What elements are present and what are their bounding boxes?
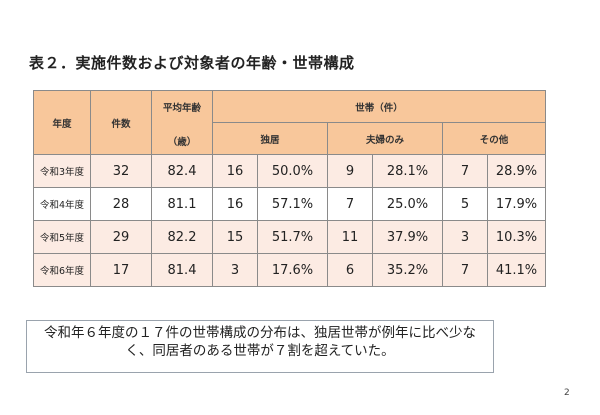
cell-year: 令和4年度 <box>33 187 91 221</box>
cell-other-n: 7 <box>442 253 488 287</box>
cell-alone-n: 15 <box>212 220 258 254</box>
cell-alone-pct: 17.6% <box>257 253 328 287</box>
table-row: 令和4年度 28 81.1 16 57.1% 7 25.0% 5 17.9% <box>33 187 546 221</box>
cell-avg-age: 82.4 <box>151 154 213 188</box>
cell-couple-n: 6 <box>327 253 373 287</box>
cell-couple-n: 9 <box>327 154 373 188</box>
cell-year: 令和6年度 <box>33 253 91 287</box>
table-row: 令和6年度 17 81.4 3 17.6% 6 35.2% 7 41.1% <box>33 253 546 287</box>
cell-count: 17 <box>90 253 152 287</box>
cell-year: 令和5年度 <box>33 220 91 254</box>
header-avg-age: 平均年齢 （歳） <box>151 90 213 155</box>
cell-count: 28 <box>90 187 152 221</box>
cell-other-pct: 10.3% <box>487 220 546 254</box>
cell-alone-pct: 50.0% <box>257 154 328 188</box>
table-row: 令和5年度 29 82.2 15 51.7% 11 37.9% 3 10.3% <box>33 220 546 254</box>
cell-avg-age: 81.1 <box>151 187 213 221</box>
cell-avg-age: 82.2 <box>151 220 213 254</box>
cell-count: 32 <box>90 154 152 188</box>
household-table: 年度 件数 平均年齢 （歳） 世帯（件） 独居 夫婦のみ その他 令和3年度 3… <box>33 90 546 287</box>
cell-couple-n: 7 <box>327 187 373 221</box>
table-row: 令和3年度 32 82.4 16 50.0% 9 28.1% 7 28.9% <box>33 154 546 188</box>
header-year: 年度 <box>33 90 91 155</box>
table-title: 表２．実施件数および対象者の年齢・世帯構成 <box>29 54 355 72</box>
cell-alone-pct: 51.7% <box>257 220 328 254</box>
header-avg-age-line1: 平均年齢 <box>162 103 201 114</box>
header-household: 世帯（件） <box>212 90 546 123</box>
cell-couple-pct: 25.0% <box>372 187 443 221</box>
cell-couple-pct: 37.9% <box>372 220 443 254</box>
cell-alone-n: 3 <box>212 253 258 287</box>
header-count: 件数 <box>90 90 152 155</box>
cell-count: 29 <box>90 220 152 254</box>
cell-avg-age: 81.4 <box>151 253 213 287</box>
cell-other-n: 3 <box>442 220 488 254</box>
header-avg-age-line2: （歳） <box>167 137 197 148</box>
cell-couple-pct: 35.2% <box>372 253 443 287</box>
cell-alone-n: 16 <box>212 187 258 221</box>
cell-alone-pct: 57.1% <box>257 187 328 221</box>
cell-other-pct: 28.9% <box>487 154 546 188</box>
cell-other-pct: 17.9% <box>487 187 546 221</box>
header-couple: 夫婦のみ <box>327 122 443 155</box>
cell-other-n: 7 <box>442 154 488 188</box>
cell-year: 令和3年度 <box>33 154 91 188</box>
cell-other-n: 5 <box>442 187 488 221</box>
header-alone: 独居 <box>212 122 328 155</box>
cell-other-pct: 41.1% <box>487 253 546 287</box>
page-number: 2 <box>564 388 570 398</box>
header-other: その他 <box>442 122 546 155</box>
cell-couple-pct: 28.1% <box>372 154 443 188</box>
cell-alone-n: 16 <box>212 154 258 188</box>
cell-couple-n: 11 <box>327 220 373 254</box>
summary-note-box: 令和年６年度の１７件の世帯構成の分布は、独居世帯が例年に比べ少なく、同居者のある… <box>26 320 494 373</box>
